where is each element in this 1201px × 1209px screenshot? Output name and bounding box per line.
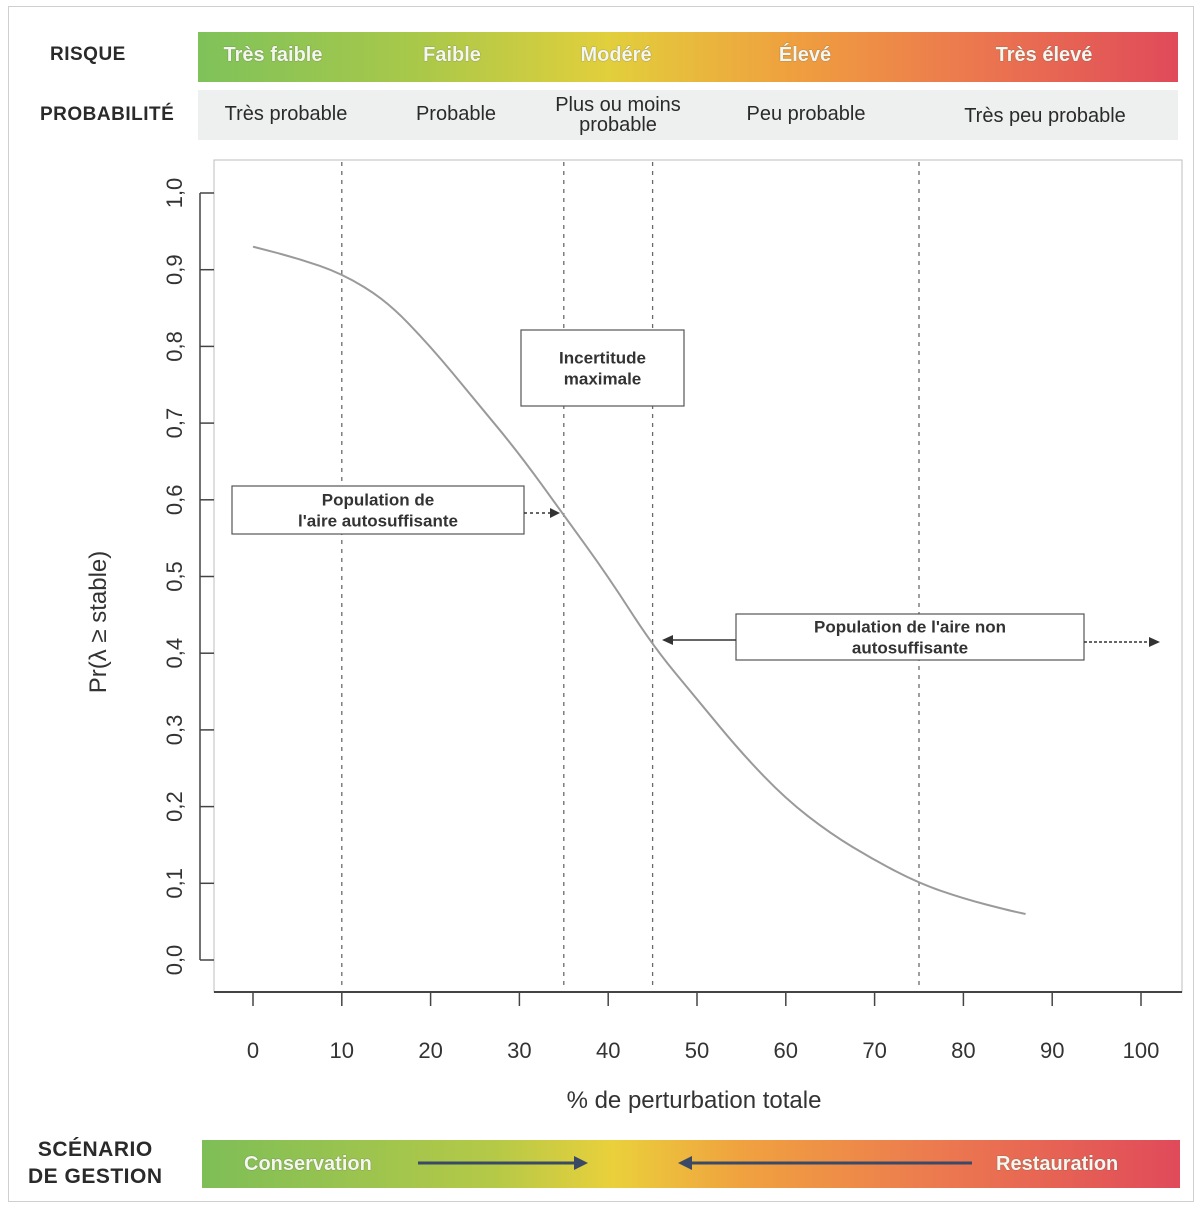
risk-gradient-bar [198, 32, 1178, 82]
conservation-arrow-head [574, 1156, 588, 1170]
restauration-arrow-head [678, 1156, 692, 1170]
probability-unlikely: Peu probable [746, 103, 866, 125]
risk-row-label: RISQUE [50, 44, 126, 65]
y-tick-label-9: 0,9 [162, 254, 187, 285]
probability-row-label: PROBABILITÉ [40, 104, 175, 125]
x-tick-label-10: 100 [1123, 1038, 1160, 1063]
y-tick-label-7: 0,7 [162, 408, 187, 439]
y-tick-label-2: 0,2 [162, 791, 187, 822]
y-tick-label-3: 0,3 [162, 715, 187, 746]
x-axis-title: % de perturbation totale [567, 1087, 822, 1114]
x-tick-label-7: 70 [862, 1038, 886, 1063]
figure-frame [8, 6, 1194, 1202]
y-tick-label-5: 0,5 [162, 561, 187, 592]
annotation-self-sustaining-box [231, 485, 525, 535]
annotation-self-sustaining-line-0: Population de [322, 491, 434, 510]
y-tick-label-1: 0,1 [162, 868, 187, 899]
annotation-not-self-sustaining-line-0: Population de l'aire non [814, 618, 1006, 637]
probability-very-unlikely: Très peu probable [964, 105, 1126, 127]
x-tick-label-2: 20 [418, 1038, 442, 1063]
y-tick-label-8: 0,8 [162, 331, 187, 362]
x-tick-label-3: 30 [507, 1038, 531, 1063]
y-tick-label-10: 1,0 [162, 178, 187, 209]
annotation-self-sustaining-line-1: l'aire autosuffisante [298, 512, 458, 531]
x-tick-label-1: 10 [330, 1038, 354, 1063]
y-tick-label-4: 0,4 [162, 638, 187, 669]
annotation-not-self-sustaining-box [735, 613, 1085, 661]
y-axis-title: Pr(λ ≥ stable) [85, 551, 112, 694]
risk-level-very-low: Très faible [223, 44, 323, 66]
risk-level-high: Élevé [778, 44, 832, 66]
probability-more-or-less: Plus ou moins probable [555, 94, 681, 136]
y-tick-label-6: 0,6 [162, 485, 187, 516]
not-self-sustaining-arrow-left-head [662, 635, 673, 645]
annotation-max-uncertainty-line-0: Incertitude [559, 349, 646, 368]
probability-bar [198, 90, 1178, 140]
probability-very-likely: Très probable [224, 103, 348, 125]
scenario-conservation-label: Conservation [244, 1153, 372, 1175]
scenario-restauration-label: Restauration [996, 1153, 1119, 1175]
not-self-sustaining-arrow-right-head [1149, 637, 1160, 647]
x-tick-label-5: 50 [685, 1038, 709, 1063]
x-tick-label-4: 40 [596, 1038, 620, 1063]
scenario-label-line1: SCÉNARIO [37, 1138, 153, 1161]
probability-likely: Probable [415, 103, 497, 125]
annotation-max-uncertainty-box [520, 329, 685, 407]
risk-level-low: Faible [423, 44, 481, 66]
risk-level-very-high: Très élevé [995, 44, 1093, 66]
x-tick-label-8: 80 [951, 1038, 975, 1063]
annotation-not-self-sustaining-line-1: autosuffisante [852, 639, 968, 658]
series-line-0 [252, 245, 1026, 915]
risk-level-moderate: Modéré [580, 44, 652, 66]
self-sustaining-arrow-head [550, 508, 560, 518]
scenario-label-line2: DE GESTION [28, 1165, 163, 1188]
x-tick-label-6: 60 [774, 1038, 798, 1063]
annotation-max-uncertainty-line-1: maximale [564, 370, 642, 389]
x-tick-label-9: 90 [1040, 1038, 1064, 1063]
scenario-row-label: SCÉNARIO DE GESTION [28, 1136, 163, 1190]
y-tick-label-0: 0,0 [162, 945, 187, 976]
x-tick-label-0: 0 [247, 1038, 259, 1063]
